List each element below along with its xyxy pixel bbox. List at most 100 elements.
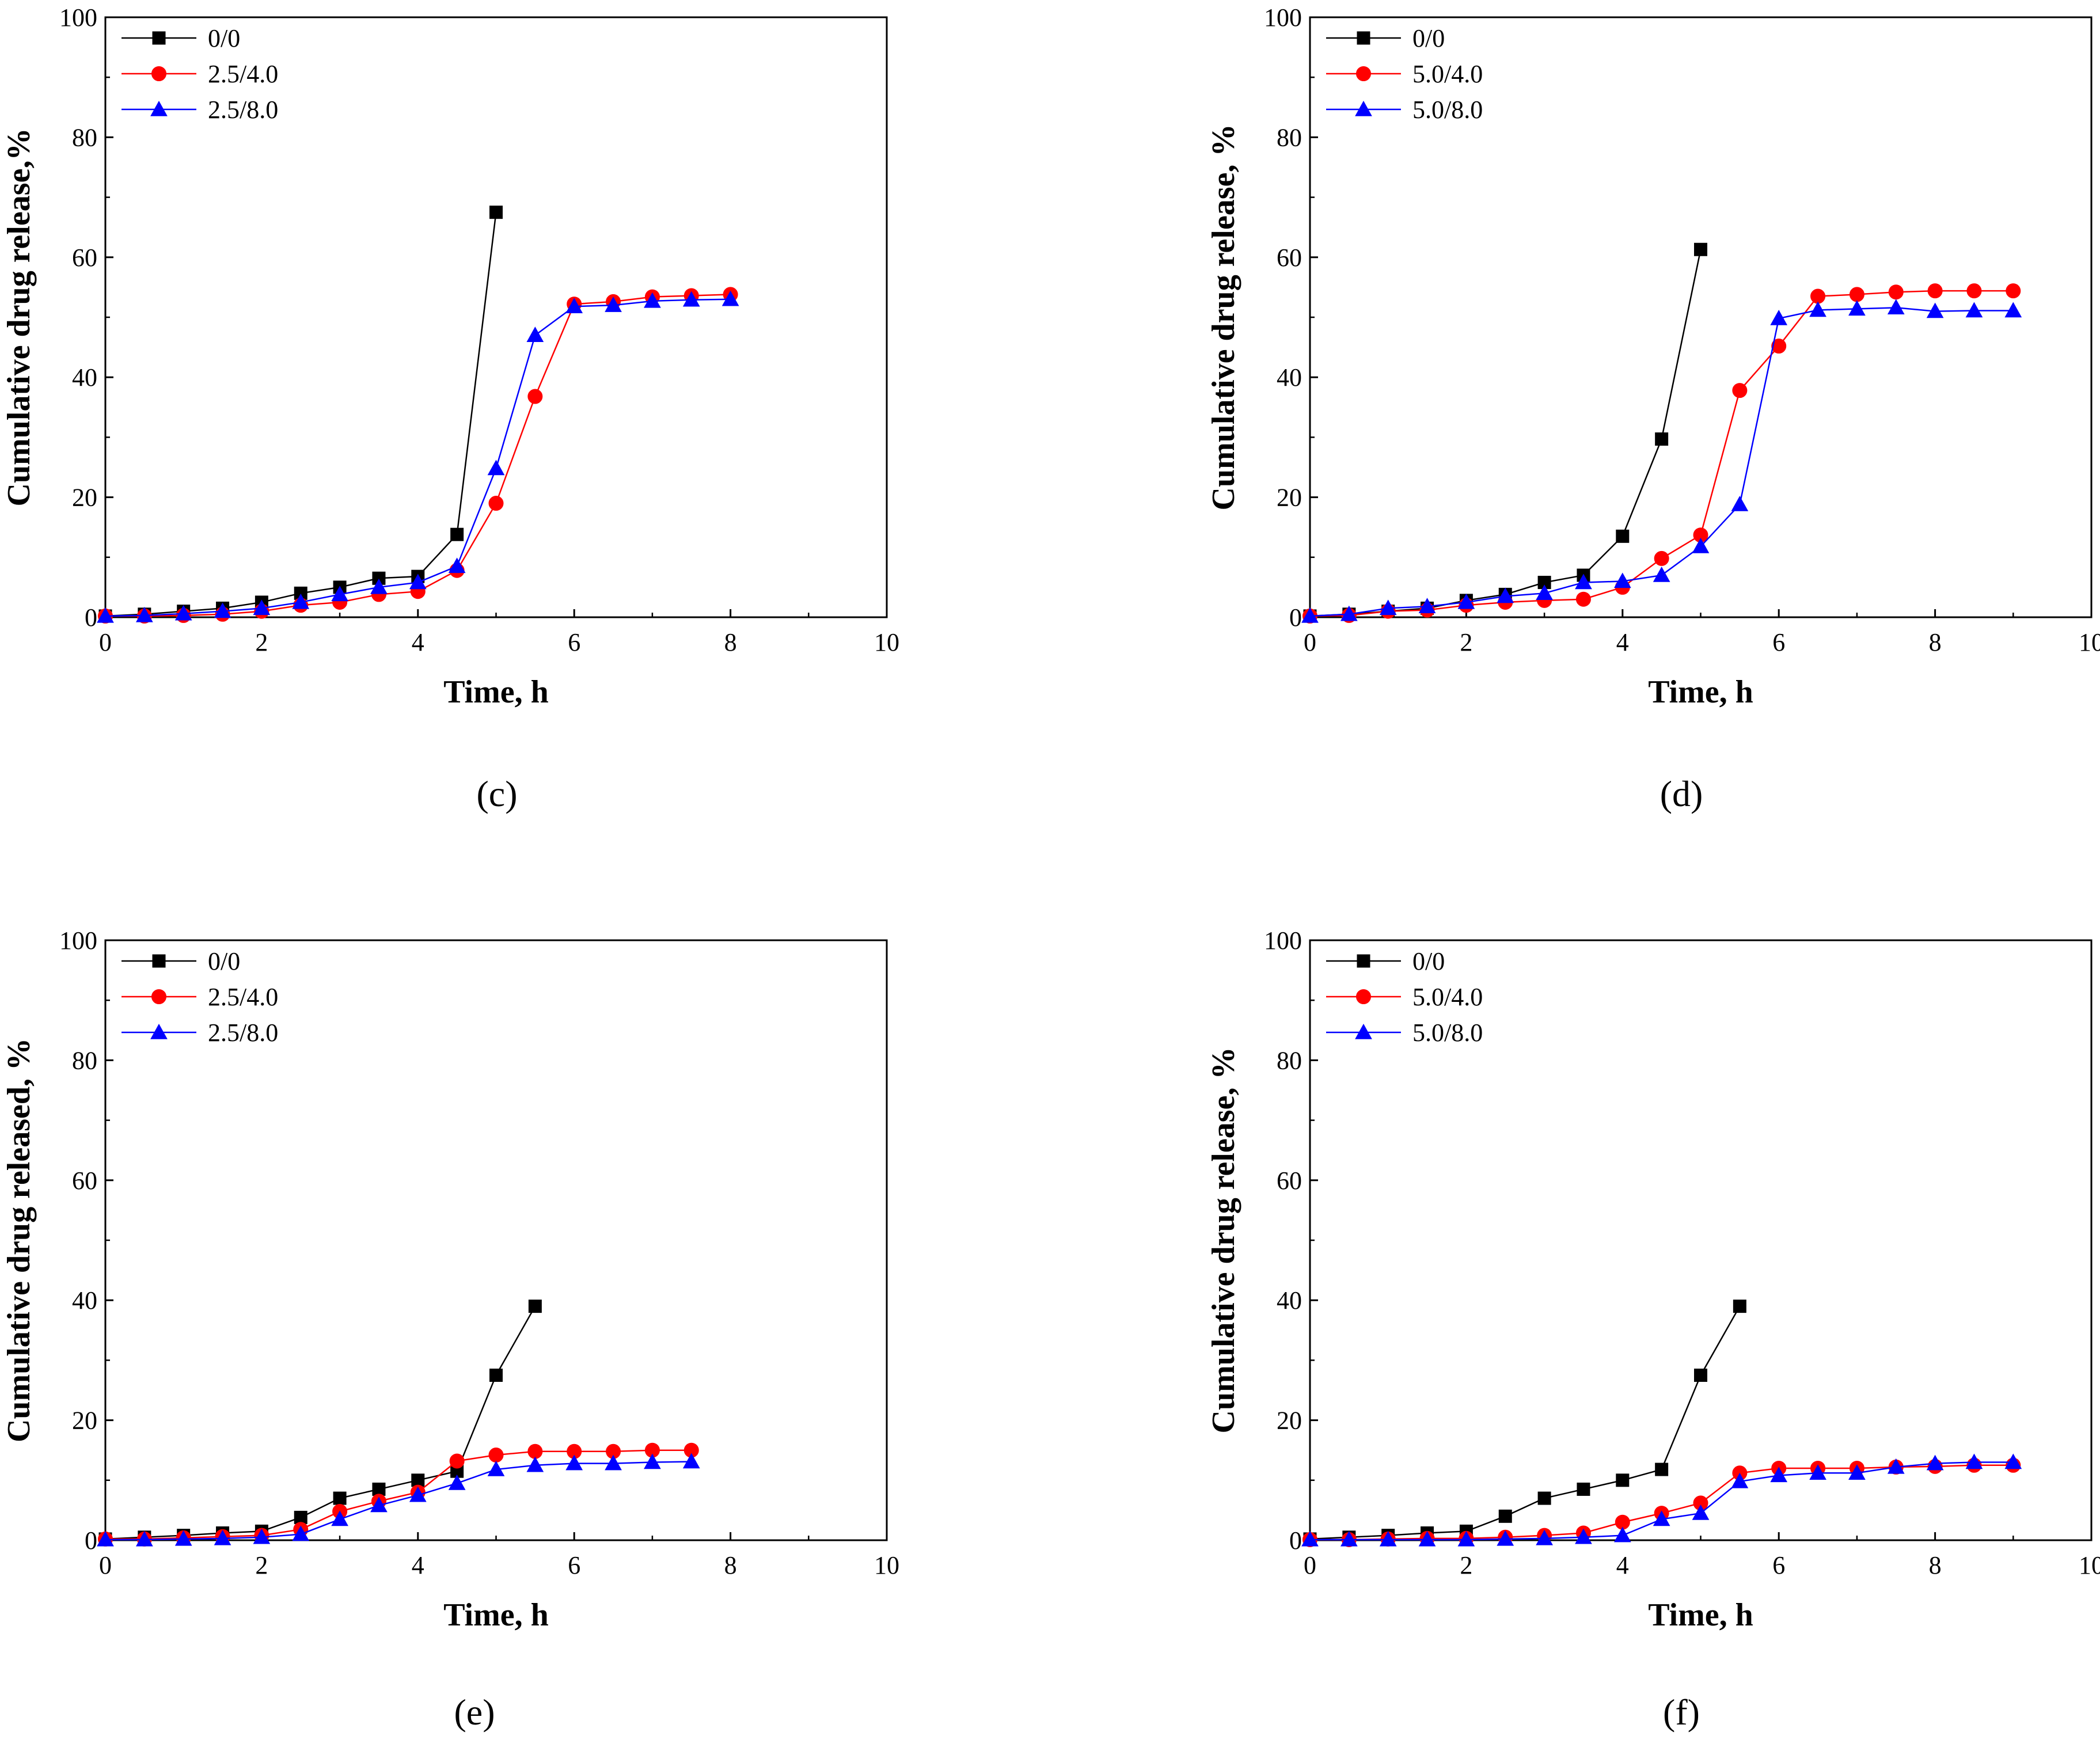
y-tick-label: 40 bbox=[72, 363, 97, 392]
x-tick-label: 10 bbox=[2079, 628, 2100, 656]
data-point bbox=[1692, 1505, 1710, 1520]
data-point bbox=[331, 586, 348, 602]
data-point bbox=[1653, 1510, 1670, 1526]
data-point bbox=[1613, 572, 1631, 588]
legend-marker bbox=[150, 1023, 168, 1039]
data-point bbox=[1966, 283, 1982, 299]
data-point bbox=[372, 1482, 386, 1496]
legend-entry-0-0: 0/0 bbox=[1412, 24, 1445, 52]
x-tick-label: 4 bbox=[1616, 1551, 1629, 1579]
series-line bbox=[105, 212, 497, 617]
x-tick-label: 4 bbox=[412, 1551, 424, 1579]
data-point bbox=[565, 298, 583, 313]
data-point bbox=[136, 606, 153, 622]
x-tick-label: 4 bbox=[1616, 628, 1629, 656]
legend-entry-0-0: 0/0 bbox=[1412, 947, 1445, 975]
y-axis-title: Cumulative drug release, % bbox=[1206, 124, 1241, 511]
series-line bbox=[1309, 249, 1702, 617]
data-point bbox=[527, 389, 543, 404]
x-tick-label: 8 bbox=[1929, 1551, 1942, 1579]
data-point bbox=[1848, 300, 1866, 316]
series-line bbox=[105, 1461, 692, 1541]
x-tick-label: 4 bbox=[412, 628, 424, 656]
y-tick-label: 60 bbox=[1277, 244, 1302, 272]
y-tick-label: 40 bbox=[1277, 1286, 1302, 1315]
series-3 bbox=[97, 290, 739, 623]
data-point bbox=[97, 607, 114, 623]
y-axis-title: Cumulative drug release,% bbox=[1, 128, 37, 507]
legend: 0/0 2.5/4.0 2.5/8.0 bbox=[121, 947, 278, 1047]
panel-label: (c) bbox=[476, 773, 517, 814]
y-tick-label: 0 bbox=[85, 1526, 97, 1555]
data-point bbox=[2004, 302, 2022, 318]
data-point bbox=[1613, 1526, 1631, 1543]
data-point bbox=[1616, 529, 1630, 543]
data-point bbox=[1965, 302, 1983, 318]
legend-marker bbox=[1356, 66, 1371, 81]
series-line bbox=[1310, 1464, 2014, 1541]
data-point bbox=[1809, 301, 1826, 317]
data-point bbox=[1457, 593, 1475, 609]
data-point bbox=[2004, 1453, 2022, 1469]
data-point bbox=[526, 1456, 544, 1472]
data-point bbox=[174, 605, 192, 621]
data-point bbox=[1810, 288, 1826, 304]
data-point bbox=[1771, 339, 1787, 354]
y-tick-label: 100 bbox=[1264, 926, 1302, 955]
data-point bbox=[370, 1496, 388, 1513]
data-point bbox=[1733, 1300, 1746, 1313]
x-axis-title: Time, h bbox=[1648, 1597, 1753, 1633]
series-3 bbox=[97, 1453, 700, 1547]
legend-entry-series-3: 5.0/8.0 bbox=[1412, 96, 1483, 124]
legend-entry-0-0: 0/0 bbox=[208, 947, 240, 975]
y-tick-label: 20 bbox=[1277, 1407, 1302, 1435]
data-point bbox=[1457, 1530, 1475, 1547]
legend-marker bbox=[152, 31, 166, 45]
legend-entry-series-2: 2.5/4.0 bbox=[208, 983, 278, 1011]
y-tick-label: 60 bbox=[72, 1167, 97, 1195]
data-point bbox=[527, 1443, 543, 1459]
data-point bbox=[1655, 1462, 1669, 1476]
data-point bbox=[487, 459, 505, 476]
x-tick-label: 2 bbox=[255, 628, 268, 656]
data-point bbox=[97, 1530, 114, 1547]
data-point bbox=[1965, 1453, 1983, 1469]
data-point bbox=[488, 496, 504, 511]
data-point bbox=[1418, 598, 1436, 613]
data-point bbox=[565, 1454, 583, 1471]
series-3 bbox=[1301, 1453, 2022, 1547]
y-tick-label: 100 bbox=[1264, 3, 1302, 32]
data-point bbox=[1731, 1472, 1749, 1488]
data-point bbox=[605, 1454, 622, 1471]
data-point bbox=[1926, 302, 1944, 318]
legend-entry-series-3: 2.5/8.0 bbox=[208, 96, 278, 124]
series-line bbox=[105, 1306, 536, 1540]
x-tick-label: 0 bbox=[99, 628, 112, 656]
data-point bbox=[1379, 1530, 1397, 1547]
data-point bbox=[1694, 1368, 1707, 1382]
x-tick-label: 10 bbox=[874, 1551, 899, 1579]
series-line bbox=[105, 1449, 692, 1540]
y-tick-label: 100 bbox=[59, 926, 97, 955]
x-tick-label: 6 bbox=[568, 628, 580, 656]
legend-entry-series-3: 5.0/8.0 bbox=[1412, 1019, 1483, 1047]
data-point bbox=[253, 1528, 271, 1544]
x-axis-title: Time, h bbox=[443, 674, 549, 710]
data-point bbox=[1770, 1467, 1788, 1483]
legend-entry-series-2: 5.0/4.0 bbox=[1412, 983, 1483, 1011]
legend-marker bbox=[150, 100, 168, 116]
y-tick-label: 20 bbox=[72, 484, 97, 512]
x-axis-title: Time, h bbox=[443, 1597, 549, 1633]
series-line bbox=[105, 298, 731, 617]
series-1 bbox=[1303, 242, 1707, 623]
legend-marker bbox=[1357, 954, 1370, 968]
data-point bbox=[214, 1529, 231, 1545]
x-tick-label: 0 bbox=[99, 1551, 112, 1579]
data-point bbox=[489, 1368, 503, 1382]
data-point bbox=[174, 1530, 192, 1546]
x-tick-label: 6 bbox=[1772, 1551, 1785, 1579]
data-point bbox=[526, 326, 544, 342]
data-point bbox=[1654, 550, 1669, 566]
y-tick-label: 0 bbox=[1289, 603, 1302, 632]
